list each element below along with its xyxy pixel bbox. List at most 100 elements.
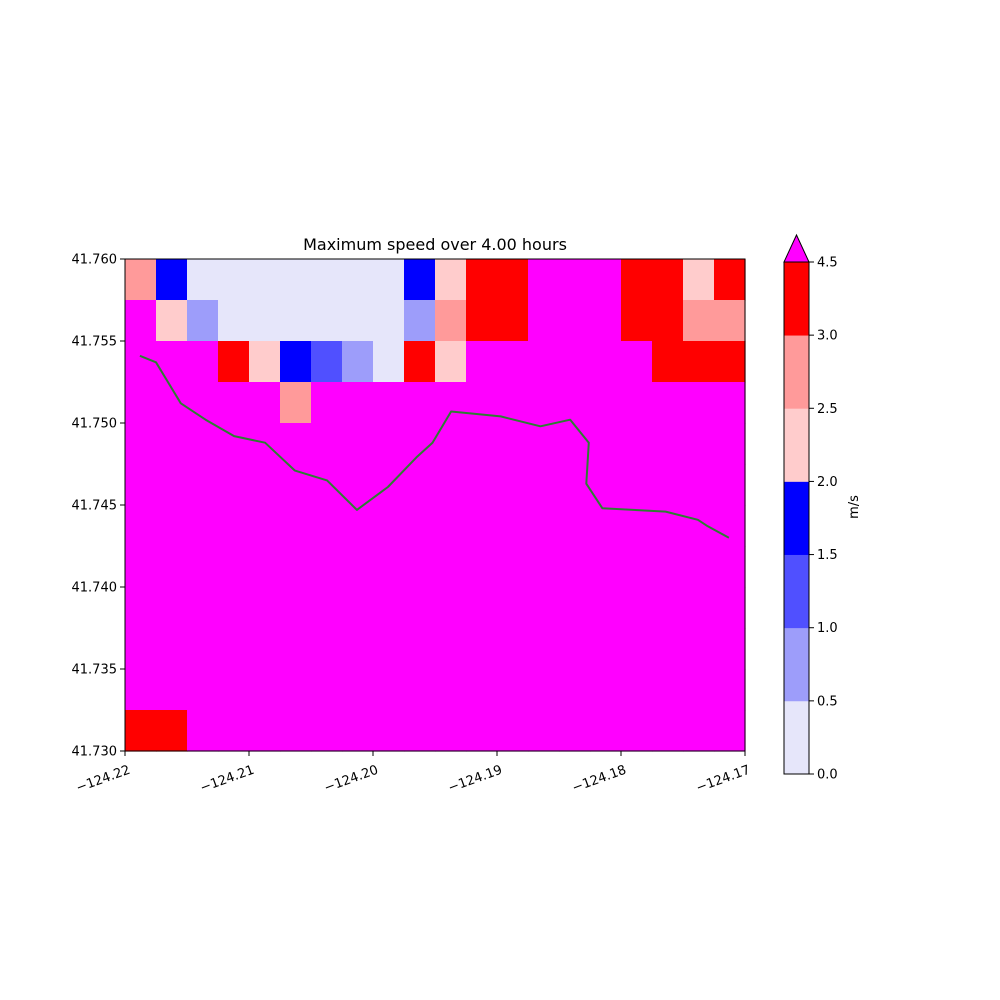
coastline (139, 354, 730, 539)
x-tick-label: −124.20 (322, 763, 380, 796)
colorbar-band (784, 700, 809, 775)
heatmap-cell (342, 710, 374, 752)
heatmap-cell (125, 505, 157, 547)
colorbar-band (784, 481, 809, 555)
colorbar-band (784, 408, 809, 482)
heatmap-cell (156, 710, 188, 752)
heatmap-cell (435, 341, 467, 383)
colorbar-band (784, 627, 809, 702)
heatmap-cell (621, 628, 653, 670)
y-tick-label: 41.745 (72, 499, 118, 514)
heatmap-cell (683, 669, 715, 711)
chart-title: Maximum speed over 4.00 hours (303, 235, 567, 254)
heatmap-cell (125, 423, 157, 465)
heatmap-cell (435, 300, 467, 342)
heatmap-cell (342, 423, 374, 465)
heatmap-cell (621, 341, 653, 383)
heatmap-cell (683, 628, 715, 670)
y-tick-label: 41.755 (72, 335, 118, 350)
heatmap-cell (218, 669, 250, 711)
heatmap-cell (497, 259, 529, 301)
heatmap-cell (652, 710, 684, 752)
heatmap-cell (559, 505, 591, 547)
heatmap-cell (311, 546, 343, 588)
heatmap-cell (373, 300, 405, 342)
heatmap-cell (280, 505, 312, 547)
heatmap-cell (497, 505, 529, 547)
heatmap-cell (125, 710, 157, 752)
heatmap-cell (404, 382, 436, 424)
heatmap-cell (311, 341, 343, 383)
heatmap-cell (652, 464, 684, 506)
heatmap-cell (187, 300, 219, 342)
heatmap-grid (125, 259, 746, 752)
heatmap-cell (404, 587, 436, 629)
heatmap-cell (404, 669, 436, 711)
heatmap-cell (590, 300, 622, 342)
heatmap-cell (311, 628, 343, 670)
heatmap-cell (528, 382, 560, 424)
heatmap-cell (249, 587, 281, 629)
heatmap-cell (435, 628, 467, 670)
heatmap-cell (435, 464, 467, 506)
heatmap-cell (156, 628, 188, 670)
heatmap-cell (652, 423, 684, 465)
heatmap-cell (187, 628, 219, 670)
heatmap-cell (466, 382, 498, 424)
heatmap-cell (280, 259, 312, 301)
heatmap-cell (590, 259, 622, 301)
heatmap-cell (652, 587, 684, 629)
heatmap-cell (280, 710, 312, 752)
heatmap-cell (373, 587, 405, 629)
heatmap-cell (280, 628, 312, 670)
heatmap-cell (714, 710, 746, 752)
heatmap-cell (683, 464, 715, 506)
heatmap-cell (249, 505, 281, 547)
colorbar-tick-label: 1.5 (817, 548, 838, 563)
heatmap-cell (404, 464, 436, 506)
heatmap-cell (528, 628, 560, 670)
heatmap-cell (559, 710, 591, 752)
heatmap-cell (311, 382, 343, 424)
heatmap-cell (125, 546, 157, 588)
heatmap-cell (311, 710, 343, 752)
heatmap-cell (528, 546, 560, 588)
heatmap-cell (590, 587, 622, 629)
heatmap-cell (683, 710, 715, 752)
heatmap-cell (125, 669, 157, 711)
heatmap-cell (466, 505, 498, 547)
heatmap-cell (714, 382, 746, 424)
colorbar-tick-label: 0.0 (817, 768, 838, 783)
colorbar-extend-arrow (783, 233, 810, 263)
heatmap-cell (187, 464, 219, 506)
heatmap-cell (497, 300, 529, 342)
colorbar-tick-label: 2.5 (817, 402, 838, 417)
heatmap-cell (528, 505, 560, 547)
heatmap-cell (559, 587, 591, 629)
heatmap-cell (683, 382, 715, 424)
heatmap-cell (590, 669, 622, 711)
heatmap-cell (187, 259, 219, 301)
heatmap-cell (714, 546, 746, 588)
heatmap-cell (497, 464, 529, 506)
heatmap-cell (373, 710, 405, 752)
y-tick-label: 41.740 (72, 581, 118, 596)
heatmap-cell (466, 259, 498, 301)
colorbar-tick-label: 0.5 (817, 694, 838, 709)
heatmap-cell (497, 423, 529, 465)
heatmap-cell (156, 587, 188, 629)
heatmap-cell (218, 259, 250, 301)
heatmap-cell (404, 710, 436, 752)
heatmap-cell (683, 423, 715, 465)
heatmap-cell (466, 423, 498, 465)
heatmap-cell (497, 341, 529, 383)
heatmap-cell (683, 546, 715, 588)
heatmap-cell (373, 669, 405, 711)
heatmap-cell (218, 341, 250, 383)
heatmap-cell (218, 300, 250, 342)
y-tick-label: 41.760 (72, 253, 118, 268)
heatmap-cell (280, 382, 312, 424)
heatmap-cell (683, 341, 715, 383)
heatmap-cell (559, 300, 591, 342)
heatmap-cell (249, 341, 281, 383)
